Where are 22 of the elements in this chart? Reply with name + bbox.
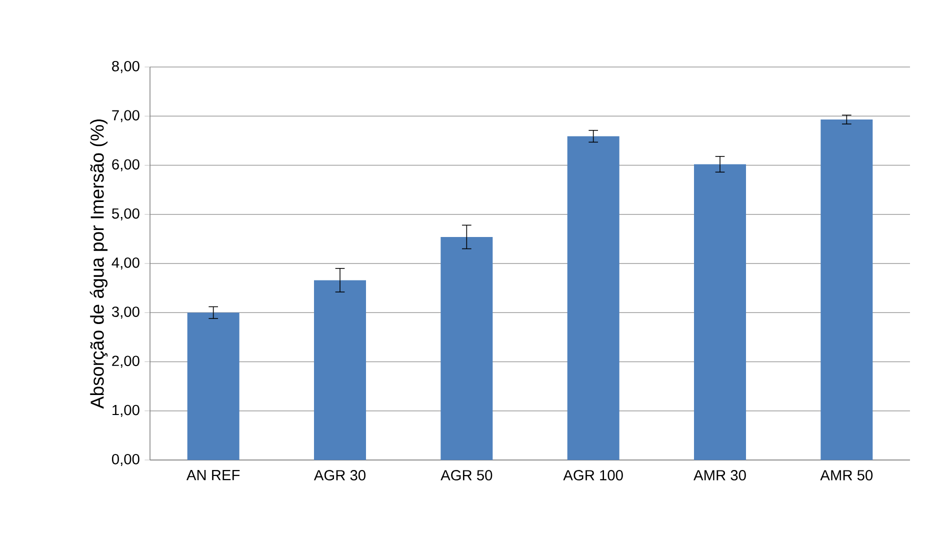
y-tick-label: 8,00 [112,60,140,74]
y-tick-label: 2,00 [112,356,140,368]
x-tick-label: AMR 30 [694,470,746,480]
y-axis-title: Absorção de água por Imersão (%) [90,119,108,409]
bar [567,136,620,460]
y-tick-label: 1,00 [112,404,140,417]
y-tick-label: 3,00 [112,306,140,319]
x-tick-label: AGR 50 [440,470,492,480]
x-tick-label: AMR 50 [820,470,873,480]
y-tick-label: 7,00 [112,110,140,122]
x-tick-label: AGR 30 [314,470,366,480]
bar [187,312,240,460]
bar [440,236,493,460]
x-tick-label: AN REF [186,470,240,480]
y-tick-label: 6,00 [112,159,140,172]
y-tick-label: 4,00 [112,257,140,270]
bar [314,280,366,460]
bar [820,120,873,460]
bar [694,164,746,460]
y-tick-label: 0,00 [112,454,140,466]
y-tick-label: 5,00 [112,208,140,220]
x-tick-label: AGR 100 [563,470,623,480]
